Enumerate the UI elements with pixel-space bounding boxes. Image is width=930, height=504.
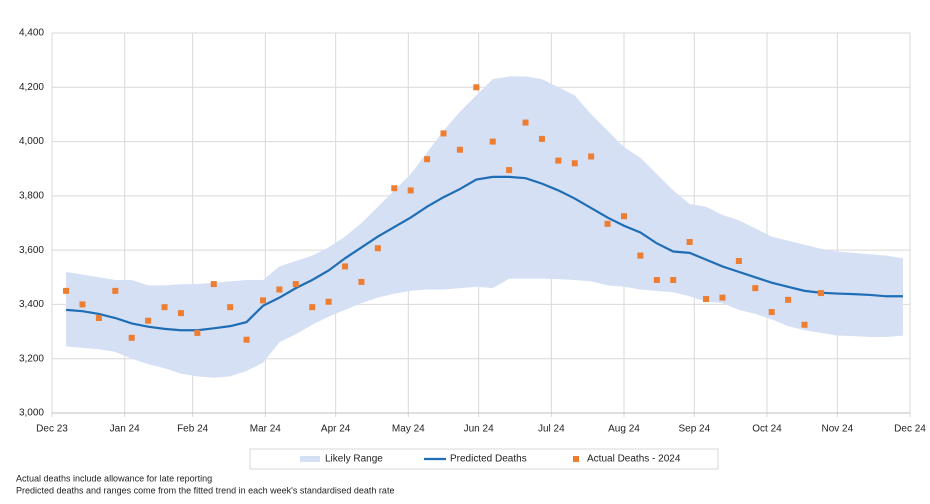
actual-point (653, 277, 660, 283)
actual-point (538, 135, 545, 142)
legend-swatch (573, 456, 579, 462)
actual-point (506, 167, 513, 174)
actual-point (259, 297, 266, 304)
x-tick-label: Mar 24 (250, 424, 282, 435)
x-tick-label: Apr 24 (321, 424, 351, 435)
legend-box (249, 448, 719, 470)
predicted-line (65, 175, 903, 332)
actual-point (177, 310, 184, 317)
actual-point (571, 160, 578, 167)
x-tick-label: Dec 23 (36, 424, 68, 435)
actual-point (128, 334, 135, 341)
legend-label: Likely Range (325, 454, 383, 465)
actual-point (424, 156, 431, 163)
actual-point (522, 119, 529, 126)
actual-point (112, 287, 119, 294)
actual-point (735, 258, 742, 264)
footnote: Predicted deaths and ranges come from th… (16, 485, 394, 495)
actual-point (752, 285, 759, 292)
actual-point (276, 286, 283, 293)
actual-point (374, 245, 381, 252)
actual-point (63, 287, 70, 294)
actual-point (161, 304, 168, 311)
actual-point (637, 252, 644, 259)
actual-point (555, 157, 562, 164)
footnote: Actual deaths include allowance for late… (16, 473, 212, 483)
actual-point (95, 315, 102, 321)
actual-point (358, 278, 365, 285)
actual-point (194, 329, 201, 336)
y-tick-label: 3,800 (19, 190, 44, 201)
actual-point (309, 304, 316, 311)
y-tick-label: 3,400 (19, 299, 44, 310)
actual-point (719, 294, 726, 301)
actual-point (817, 290, 824, 297)
actual-point (621, 213, 627, 220)
actual-point (79, 301, 86, 308)
y-tick-label: 4,200 (19, 82, 44, 93)
actual-point (768, 309, 775, 316)
legend-label: Predicted Deaths (450, 454, 527, 465)
actual-point (292, 281, 299, 288)
likely-range (66, 76, 903, 378)
actual-point (407, 187, 414, 194)
legend-label: Actual Deaths - 2024 (587, 454, 681, 465)
x-tick-label: Nov 24 (821, 424, 853, 435)
actual-point (325, 298, 332, 305)
actual-point (456, 146, 463, 153)
actual-point (588, 153, 595, 160)
actual-point (145, 317, 152, 324)
actual-point (785, 296, 792, 303)
actual-point (604, 220, 611, 227)
x-tick-label: Jun 24 (464, 424, 494, 435)
x-tick-label: Feb 24 (177, 424, 209, 435)
actual-point (670, 277, 677, 283)
x-tick-label: Oct 24 (752, 424, 782, 435)
x-tick-label: Jan 24 (110, 424, 140, 435)
actual-point (703, 296, 710, 302)
y-tick-label: 4,400 (19, 28, 44, 39)
y-tick-label: 3,600 (19, 245, 44, 256)
x-tick-label: Jul 24 (538, 424, 565, 435)
actual-point (391, 185, 398, 192)
actual-point (243, 336, 250, 343)
actual-point (801, 321, 808, 328)
x-tick-label: Aug 24 (608, 424, 640, 435)
actual-point (489, 138, 496, 145)
y-tick-label: 3,000 (19, 408, 44, 419)
x-tick-label: Sep 24 (678, 424, 710, 435)
actual-point (227, 304, 234, 311)
x-tick-label: Dec 24 (894, 424, 926, 435)
actual-point (473, 84, 480, 91)
actual-point (440, 130, 447, 137)
x-tick-label: May 24 (392, 424, 425, 435)
y-tick-label: 4,000 (19, 136, 44, 147)
actual-point (686, 239, 693, 245)
actual-point (342, 263, 349, 270)
y-tick-label: 3,200 (19, 353, 44, 364)
actual-point (210, 281, 217, 288)
legend-swatch (300, 456, 320, 462)
